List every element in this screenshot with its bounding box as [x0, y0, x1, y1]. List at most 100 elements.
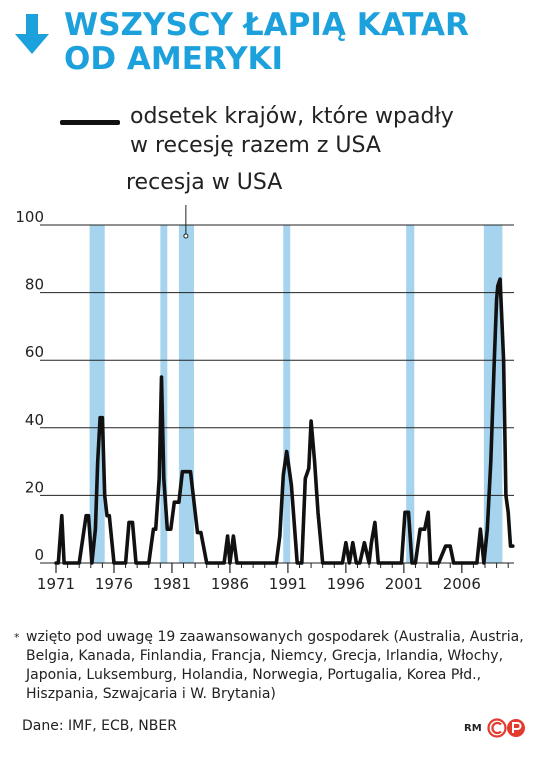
series-point [108, 514, 111, 517]
x-tick-label-1976: 1976 [95, 575, 133, 593]
series-point [72, 562, 75, 564]
series-point [154, 528, 157, 530]
series-point [282, 474, 285, 476]
series-point [275, 562, 278, 564]
series-point [60, 514, 63, 517]
y-tick-label-0: 0 [34, 546, 44, 564]
series-point [296, 562, 298, 564]
series-point [131, 521, 134, 524]
series-point [57, 562, 60, 564]
footnote-text: wzięto pod uwagę 19 zaawansowanych gospo… [26, 629, 524, 702]
series-point [310, 420, 312, 422]
series-point [374, 521, 376, 524]
series-point [341, 562, 344, 564]
series-point [400, 562, 403, 564]
arrow-down-icon [15, 14, 49, 54]
series-point [301, 562, 303, 564]
series-point [135, 562, 137, 564]
x-tick-label-2006: 2006 [443, 575, 481, 593]
series-point [466, 562, 469, 564]
series-point [499, 278, 501, 280]
series-point [87, 514, 90, 517]
series-point [304, 477, 307, 480]
author-credit: RM [464, 723, 482, 734]
series-point [505, 494, 507, 497]
series-point [152, 528, 155, 530]
series-point [246, 562, 249, 564]
recession-band-5 [406, 225, 415, 563]
series-point [381, 562, 383, 564]
series-point [96, 460, 99, 463]
series-point [232, 535, 235, 537]
x-tick-label-1986: 1986 [211, 575, 249, 593]
series-point [407, 511, 410, 514]
series-point [368, 562, 370, 564]
series-point [178, 501, 180, 503]
series-point [495, 298, 498, 301]
series-point [101, 416, 104, 419]
recession-band-1 [89, 225, 105, 563]
series-point [345, 541, 347, 544]
series-point [433, 562, 435, 564]
title-block: WSZYSCY ŁAPIĄ KATAR OD AMERYKI [12, 8, 552, 78]
series-point [419, 528, 421, 530]
series-point [429, 562, 432, 564]
series-point [158, 477, 160, 480]
series-point [437, 562, 440, 564]
series-point [239, 562, 242, 564]
series-point [78, 562, 80, 564]
series-point [128, 521, 130, 524]
series-point [169, 528, 172, 530]
series-point [263, 562, 266, 564]
x-tick-label-2001: 2001 [385, 575, 423, 593]
footnote-star: * [14, 631, 20, 644]
source-note: Dane: IMF, ECB, NBER [22, 718, 177, 734]
series-point [476, 562, 478, 564]
series-point [99, 416, 101, 419]
series-point [404, 511, 406, 514]
series-point [124, 562, 127, 564]
series-point [355, 562, 358, 564]
recession-band-3 [178, 225, 194, 563]
series-point [117, 562, 120, 564]
legend-line-label-1: odsetek krajów, które wpadły [130, 104, 454, 129]
series-point [414, 562, 417, 564]
series-point [200, 531, 202, 534]
series-point [509, 545, 512, 547]
series-point [377, 562, 380, 564]
series-point [160, 376, 163, 378]
recession-band-2 [160, 225, 168, 563]
series-point [333, 562, 336, 564]
y-tick-label-100: 100 [15, 208, 44, 226]
series-point [486, 528, 489, 530]
series-point [106, 514, 108, 517]
publisher-logo-icon [487, 718, 525, 738]
series-point [483, 562, 485, 564]
x-tick-label-1996: 1996 [327, 575, 365, 593]
series-point [103, 494, 106, 497]
series-point [423, 528, 426, 530]
series-point [290, 484, 293, 487]
y-tick-label-40: 40 [25, 411, 44, 429]
series-point [91, 562, 93, 564]
series-point [196, 531, 199, 534]
series-point [307, 467, 310, 470]
y-tick-label-20: 20 [25, 478, 44, 496]
series-point [363, 541, 366, 544]
series-point [358, 562, 361, 564]
x-tick-label-1991: 1991 [269, 575, 307, 593]
series-point [193, 501, 195, 503]
series-point [507, 511, 510, 514]
series-point [321, 562, 324, 564]
chart-title: WSZYSCY ŁAPIĄ KATAR OD AMERYKI [64, 8, 469, 76]
legend-line-swatch [60, 120, 120, 125]
series-point [444, 545, 447, 547]
x-tick-label-1971: 1971 [37, 575, 75, 593]
series-point [229, 562, 231, 564]
series-point [370, 541, 373, 544]
legend-line-label-2: w recesję razem z USA [130, 133, 381, 158]
series-point [181, 470, 184, 473]
line-chart: 0 20 40 60 80 100 1971 1976 1981 1986 1991 1996 2001… [15, 205, 515, 593]
chart-title-line-1: WSZYSCY ŁAPIĄ KATAR [64, 7, 469, 43]
series-point [66, 562, 69, 564]
